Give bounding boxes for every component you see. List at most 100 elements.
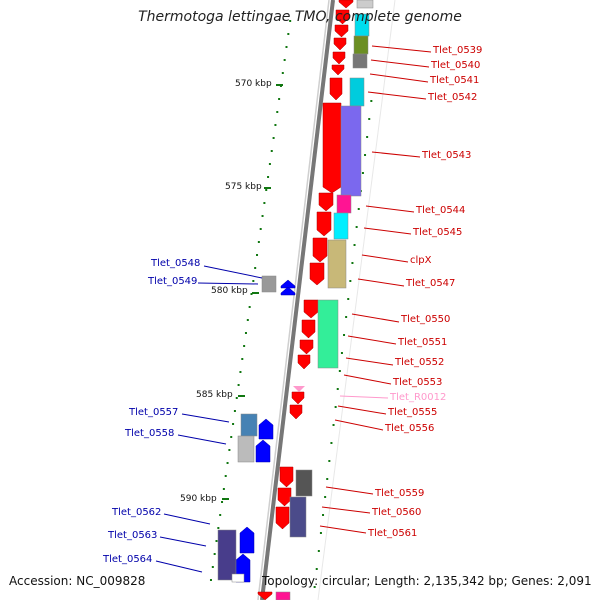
cog-bar-left-gray <box>261 275 277 293</box>
leader-line-left <box>203 265 263 279</box>
scale-dot <box>252 280 255 282</box>
gene-tlet-0552 <box>299 339 314 355</box>
gene-label-tlet-0558[interactable]: Tlet_0558 <box>125 428 175 439</box>
scale-dot <box>209 579 212 581</box>
leader-line-right <box>369 73 429 83</box>
gene-tlet-0542 <box>329 77 343 101</box>
backbone-line <box>260 0 335 601</box>
scale-dot <box>228 449 231 451</box>
scale-dot <box>328 460 331 462</box>
scale-dot <box>313 586 316 588</box>
gene-label-tlet-0556[interactable]: Tlet_0556 <box>385 423 435 434</box>
scale-dot <box>338 370 341 372</box>
scale-label-575: 575 kbp <box>225 182 262 192</box>
gene-label-tlet-0557[interactable]: Tlet_0557 <box>129 407 179 418</box>
gene-tlet-0547 <box>309 262 325 286</box>
map-title: Thermotoga lettingae TMO, complete genom… <box>138 9 462 25</box>
gene-label-tlet-0561[interactable]: Tlet_0561 <box>368 528 418 539</box>
scale-label-580: 580 kbp <box>211 286 248 296</box>
gene-label-tlet-0548[interactable]: Tlet_0548 <box>151 258 201 269</box>
scale-dot <box>351 262 354 264</box>
gene-label-tlet-0553[interactable]: Tlet_0553 <box>393 377 443 388</box>
scale-dot <box>270 150 273 152</box>
gene-label-tlet-0544[interactable]: Tlet_0544 <box>416 205 466 216</box>
leader-line-right <box>345 357 394 366</box>
gene-tlet-0550 <box>303 299 319 319</box>
leader-line-right <box>334 419 384 431</box>
gene-tlet-0562 <box>239 526 255 554</box>
cog-bar-cyan2 <box>349 77 365 107</box>
gene-tlet-0541 <box>332 51 346 65</box>
scale-dot <box>241 358 244 360</box>
scale-dot <box>330 442 333 444</box>
scale-dot <box>219 514 222 516</box>
gene-label-tlet-0560[interactable]: Tlet_0560 <box>372 507 422 518</box>
gene-label-tlet-0555[interactable]: Tlet_0555 <box>388 407 438 418</box>
scale-dot <box>233 410 236 412</box>
scale-dot <box>281 72 284 74</box>
gene-tlet-0559 <box>279 466 294 488</box>
cog-bar-darkgray <box>295 469 313 497</box>
cog-bar-gray <box>352 53 368 69</box>
scale-dot <box>287 33 290 35</box>
gene-label-tlet-0542[interactable]: Tlet_0542 <box>428 92 478 103</box>
scale-dot <box>319 532 322 534</box>
scale-major-tick <box>276 84 283 86</box>
gene-label-tlet-0549[interactable]: Tlet_0549 <box>148 276 198 287</box>
scale-dot <box>226 462 229 464</box>
leader-line-right <box>319 525 367 534</box>
gene-label-tlet-0564[interactable]: Tlet_0564 <box>103 554 153 565</box>
gene-label-tlet-0543[interactable]: Tlet_0543 <box>422 150 472 161</box>
gene-label-clpx[interactable]: clpX <box>410 255 432 266</box>
gene-tlet-0555 <box>291 391 305 405</box>
scale-dot <box>368 118 371 120</box>
scale-dot <box>265 189 268 191</box>
gene-tlet-0538 <box>338 0 354 9</box>
scale-dot <box>268 163 271 165</box>
gene-label-tlet-0563[interactable]: Tlet_0563 <box>108 530 158 541</box>
scale-dot <box>261 215 264 217</box>
scale-dot <box>343 334 346 336</box>
gene-tlet-0539b <box>334 24 349 38</box>
scale-dot <box>283 59 286 61</box>
scale-dot <box>364 154 367 156</box>
scale-major-tick <box>264 187 271 189</box>
gene-label-tlet-0539[interactable]: Tlet_0539 <box>433 45 483 56</box>
scale-dot <box>222 488 225 490</box>
leader-line-right <box>343 374 392 385</box>
leader-line-left <box>177 434 227 445</box>
gene-label-tlet-0552[interactable]: Tlet_0552 <box>395 357 445 368</box>
leader-line-right <box>337 405 387 415</box>
leader-line-right <box>351 313 400 323</box>
cog-bar-pink2 <box>275 591 291 601</box>
gene-label-tlet-0562[interactable]: Tlet_0562 <box>112 507 162 518</box>
gene-tlet-0558 <box>255 439 271 463</box>
leader-line-right <box>371 45 432 53</box>
gene-label-tlet-0547[interactable]: Tlet_0547 <box>406 278 456 289</box>
leader-line-left <box>181 413 230 423</box>
gene-label-tlet-r0012[interactable]: Tlet_R0012 <box>390 392 447 403</box>
gene-label-tlet-0551[interactable]: Tlet_0551 <box>398 337 448 348</box>
gene-label-tlet-0559[interactable]: Tlet_0559 <box>375 488 425 499</box>
cog-bar-tan <box>327 239 347 289</box>
gene-label-tlet-0541[interactable]: Tlet_0541 <box>430 75 480 86</box>
gene-label-tlet-0540[interactable]: Tlet_0540 <box>431 60 481 71</box>
gene-label-tlet-0545[interactable]: Tlet_0545 <box>413 227 463 238</box>
scale-dot <box>340 352 343 354</box>
scale-label-570: 570 kbp <box>235 79 272 89</box>
scale-dot <box>366 136 369 138</box>
backbone-highlight <box>257 0 330 601</box>
scale-dot <box>239 371 242 373</box>
scale-dot <box>357 208 360 210</box>
accession-text: Accession: NC_009828 <box>9 574 146 588</box>
gene-tlet-0540 <box>333 37 347 51</box>
scale-dot <box>336 388 339 390</box>
scale-dot <box>353 244 356 246</box>
gene-label-tlet-0550[interactable]: Tlet_0550 <box>401 314 451 325</box>
leader-line-left <box>197 282 259 285</box>
leader-line-right <box>339 395 389 399</box>
scale-dot <box>244 332 247 334</box>
gene-tlet-r0012 <box>293 386 305 392</box>
scale-dot <box>347 298 350 300</box>
scale-dot <box>217 527 220 529</box>
